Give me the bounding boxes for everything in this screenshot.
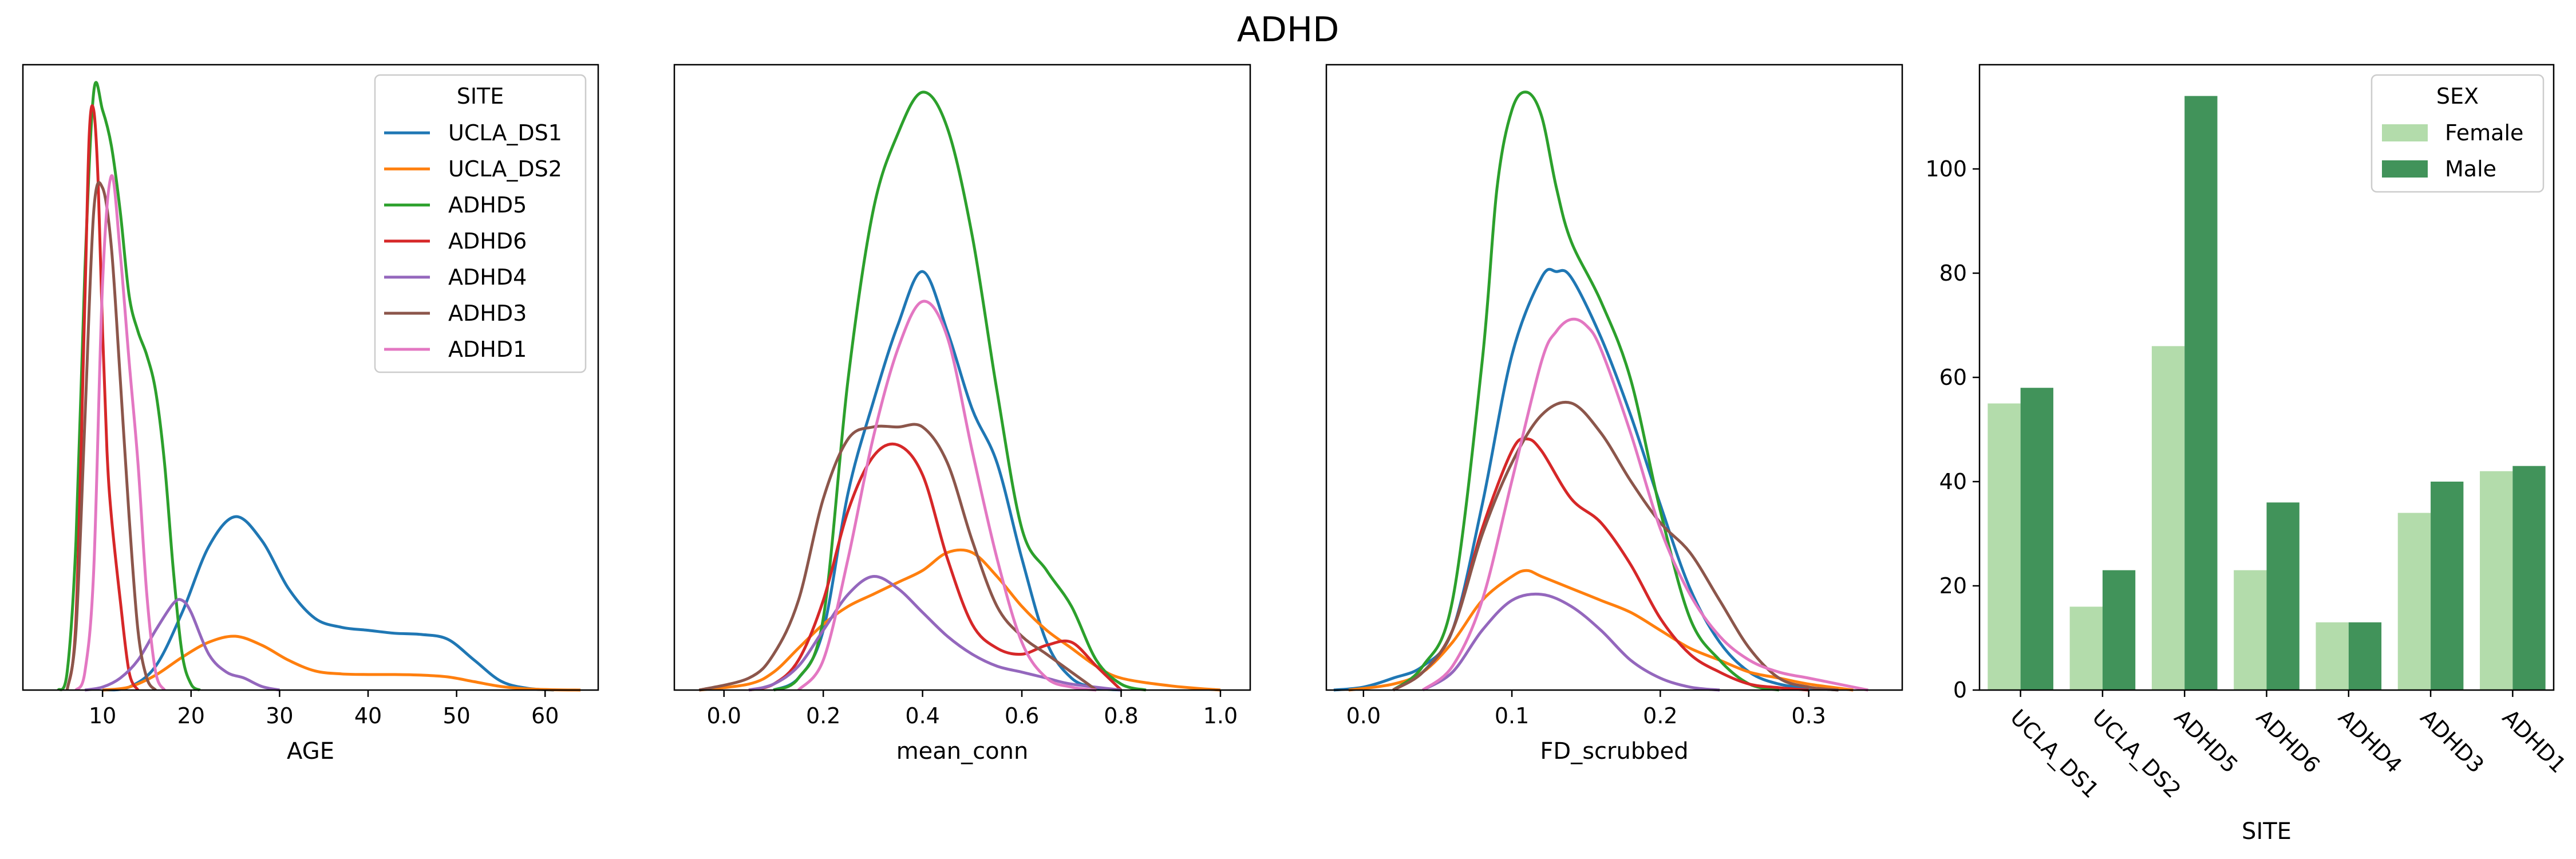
legend-label-adhd4: ADHD4 [448,265,527,290]
bar-female-adhd5 [2151,346,2185,690]
x-tick-label: 0.8 [1104,703,1138,728]
series-line-adhd6 [748,442,1123,692]
bar-male-adhd4 [2348,622,2382,690]
y-tick-label: 0 [1953,677,1967,703]
series-line-adhd1 [797,300,1097,692]
bar-male-ucla-ds1 [2020,388,2053,690]
x-tick-label-adhd1: ADHD1 [2498,704,2571,778]
x-tick-label-ucla-ds1: UCLA_DS1 [2005,704,2104,803]
axes-frame [1325,64,1903,691]
x-tick-label: 30 [266,703,293,728]
legend-label-adhd5: ADHD5 [448,192,527,218]
legend-title: SITE [457,84,504,109]
legend-swatch-male [2382,160,2428,178]
series-line-adhd1 [74,174,166,691]
series-line-adhd3 [698,423,1097,692]
bar-female-adhd6 [2234,570,2267,690]
x-tick-label: 0.0 [1346,703,1381,728]
series-line-adhd3 [1392,400,1839,692]
legend-title: SEX [2436,84,2479,109]
series-line-ucla-ds2 [1348,569,1854,692]
legend-box [374,74,587,373]
legend-swatch-female [2382,124,2428,141]
x-tick-label: 0.2 [806,703,840,728]
x-tick-label: 0.4 [905,703,939,728]
legend-label-adhd3: ADHD3 [448,301,527,326]
legend: SITE UCLA_DS1 UCLA_DS2 ADHD5 ADHD6 ADHD4 ADHD3… [374,74,587,373]
legend-label-ucla-ds2: UCLA_DS2 [448,156,562,182]
legend-label-male: Male [2445,156,2496,182]
series-line-adhd4 [84,598,280,692]
series-line-ucla-ds1 [1333,267,1839,692]
x-tick-label-adhd5: ADHD5 [2170,704,2243,778]
figure-title: ADHD [1237,10,1340,50]
x-tick-label: 10 [89,703,116,728]
y-tick-label: 40 [1939,469,1967,494]
series-line-adhd1 [1421,317,1868,692]
x-axis-label: mean_conn [896,738,1029,765]
series-line-ucla-ds2 [102,635,581,692]
legend-label-female: Female [2445,120,2523,145]
x-axis-label: SITE [2242,818,2291,845]
x-tick-label-adhd6: ADHD6 [2251,704,2325,778]
bar-female-adhd1 [2480,471,2513,690]
x-tick-label: 20 [177,703,205,728]
y-tick-label: 80 [1939,261,1967,286]
bar-male-adhd3 [2431,482,2464,690]
legend-label-adhd6: ADHD6 [448,228,527,254]
panel-age-kde: 10 20 30 40 50 60 AGE SITE UCLA_DS1 UCLA_DS2 ADHD5… [22,64,599,765]
x-tick-label-adhd4: ADHD4 [2333,704,2407,778]
series-line-adhd5 [773,90,1147,692]
series-line-ucla-ds1 [773,270,1121,692]
series-line-adhd4 [1422,592,1720,692]
bar-female-adhd4 [2316,622,2349,690]
y-tick-label: 100 [1925,156,1967,182]
x-tick-label: 0.6 [1005,703,1039,728]
axes-frame [673,64,1251,691]
panel-fd-scrubbed-kde: 0.0 0.1 0.2 0.3 FD_scrubbed [1325,64,1903,765]
bar-male-adhd5 [2184,96,2218,691]
axes-frame [22,64,599,691]
series-line-adhd6 [1392,437,1809,692]
legend: SEX Female Male [2370,74,2545,193]
x-tick-label: 60 [531,703,559,728]
x-axis-label: AGE [287,738,334,765]
bar-female-ucla-ds1 [1988,403,2021,690]
legend-label-adhd1: ADHD1 [448,337,527,362]
bar-female-ucla-ds2 [2069,606,2103,690]
x-tick-label: 1.0 [1203,703,1238,728]
x-tick-label-ucla-ds2: UCLA_DS2 [2088,704,2186,803]
x-tick-label: 40 [354,703,382,728]
bar-female-adhd3 [2397,513,2431,690]
x-tick-label: 0.3 [1791,703,1826,728]
series-line-adhd5 [57,81,201,692]
x-tick-label: 0.0 [707,703,741,728]
series-line-adhd5 [1392,90,1780,692]
x-tick-label-adhd3: ADHD3 [2416,704,2489,778]
y-tick-label: 20 [1939,573,1967,598]
legend-label-ucla-ds1: UCLA_DS1 [448,120,562,145]
x-tick-label: 50 [442,703,470,728]
y-tick-label: 60 [1939,365,1967,390]
x-tick-label: 0.2 [1643,703,1677,728]
x-axis-label: FD_scrubbed [1540,738,1688,765]
series-line-adhd4 [748,575,1121,692]
bar-male-adhd6 [2266,502,2300,690]
bar-male-ucla-ds2 [2102,570,2136,690]
series-line-adhd3 [65,181,157,691]
bar-male-adhd1 [2512,466,2546,690]
series-line-ucla-ds2 [699,548,1221,692]
panel-mean-conn-kde: 0.0 0.2 0.4 0.6 0.8 1.0 mean_conn [673,64,1251,765]
x-tick-label: 0.1 [1495,703,1529,728]
